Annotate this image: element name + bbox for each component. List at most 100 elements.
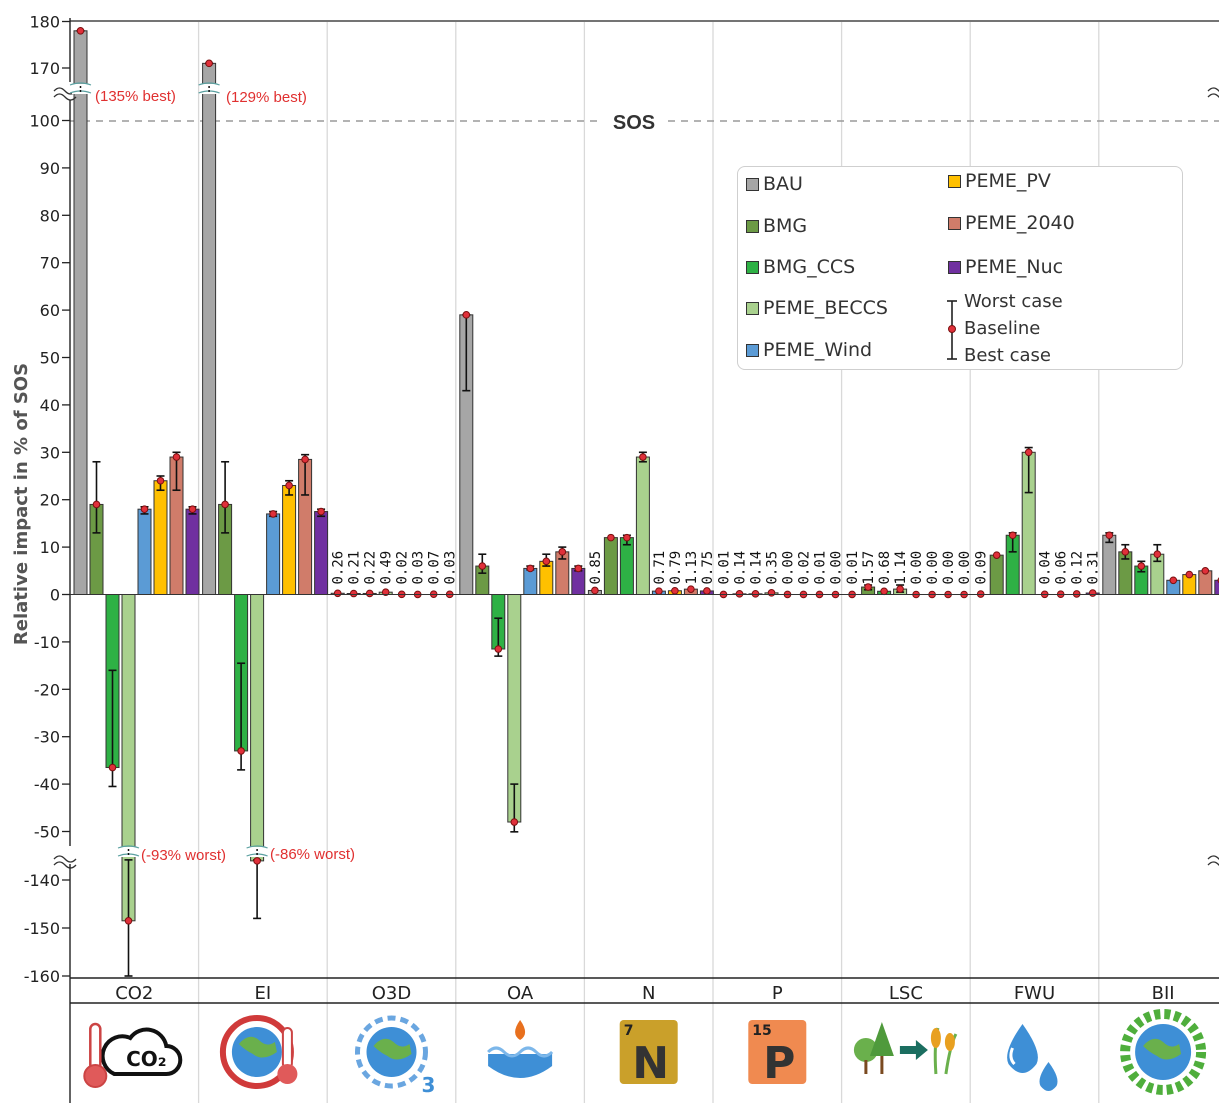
value-label: 0.06 [1054, 551, 1070, 585]
baseline-marker [607, 533, 615, 542]
legend-label: PEME_BECCS [763, 297, 888, 319]
baseline-marker [365, 589, 374, 598]
y-tick-label: -20 [34, 680, 60, 699]
y-tick-label: -160 [24, 967, 60, 986]
legend: BAU BMG BMG_CCS PEME_BECCS PEME_Wind PEME_PV P… [737, 166, 1183, 370]
baseline-marker [1024, 448, 1033, 457]
value-label: 0.09 [974, 551, 990, 585]
bar [282, 484, 297, 596]
y-tick-label: -30 [34, 728, 60, 747]
value-label: 0.21 [347, 551, 363, 585]
value-label: 0.85 [588, 551, 604, 585]
y-axis-break [53, 93, 77, 101]
value-label: 0.68 [877, 551, 893, 585]
x-tick-label: EI [255, 983, 272, 1004]
baseline-marker [188, 505, 197, 513]
value-labels: 0.26 0.21 0.22 0.49 0.02 0.03 0.07 0.03 0.85 0.71… [331, 551, 1102, 585]
legend-label: BMG [763, 215, 808, 237]
value-label: 0.07 [427, 551, 443, 585]
y-axis-break [53, 855, 77, 863]
legend-item: BAU [746, 173, 803, 195]
baseline-marker [301, 455, 309, 464]
value-label: 0.14 [749, 551, 765, 585]
baseline-marker [767, 589, 776, 597]
y-tick-label: -10 [34, 633, 60, 652]
value-label: 0.00 [909, 551, 925, 585]
bar-break [72, 84, 89, 94]
baseline-marker [1153, 550, 1162, 559]
baseline-marker [156, 476, 165, 485]
y-tick-label: 20 [40, 491, 60, 510]
value-label: 0.12 [1070, 551, 1086, 585]
baseline-marker [655, 587, 663, 595]
baseline-marker [1105, 531, 1114, 540]
bar-break [120, 847, 137, 857]
y-axis-break-right [1207, 855, 1219, 860]
value-label: 0.22 [363, 551, 379, 585]
value-label: 0.71 [652, 551, 668, 585]
forest-to-crops-icon [853, 1022, 958, 1075]
legend-errorbar-icon [947, 300, 957, 360]
baseline-marker [478, 562, 487, 570]
legend-item: PEME_PV [948, 170, 1051, 192]
baseline-marker [108, 763, 117, 772]
y-axis: 1801701009080706050403020100-10-20-30-40… [24, 13, 1219, 1103]
value-label: 0.75 [700, 551, 716, 585]
x-tick-label: P [772, 983, 783, 1004]
bar [635, 456, 650, 596]
value-label: 1.57 [861, 551, 877, 585]
value-label: 0.01 [845, 551, 861, 585]
bar [523, 567, 538, 595]
bar [571, 567, 586, 595]
bar [250, 594, 265, 862]
biodiverse-earth-icon [1120, 1009, 1207, 1095]
baseline-marker [1088, 589, 1097, 597]
legend-item: PEME_Wind [746, 339, 872, 361]
baseline-marker [349, 589, 358, 598]
bar [137, 508, 152, 595]
x-tick-label: N [642, 983, 655, 1004]
legend-swatch [746, 219, 759, 233]
value-label: 0.35 [765, 551, 781, 585]
y-tick-label: 60 [40, 301, 60, 320]
baseline-marker [880, 587, 888, 596]
legend-swatch [948, 260, 961, 274]
annotations: (135% best) (129% best) (-93% worst) (-86% … [95, 88, 355, 864]
legend-best-case: Best case [964, 345, 1051, 366]
value-label: 1.14 [893, 551, 909, 585]
y-tick-label: 80 [40, 206, 60, 225]
baseline-marker [124, 917, 133, 925]
error-bars [76, 27, 1219, 977]
value-label: 0.01 [813, 551, 829, 585]
baseline-marker [703, 587, 711, 595]
baseline-marker [896, 585, 904, 593]
baseline-marker [591, 586, 599, 595]
baseline-marker [558, 548, 567, 556]
baseline-marker [639, 453, 647, 461]
break-annotation: (-86% worst) [270, 846, 355, 863]
x-tick-label: LSC [889, 983, 923, 1004]
bar-break-line [69, 82, 92, 86]
y-tick-label: 90 [40, 159, 60, 178]
baseline-marker [623, 533, 631, 542]
bar-break-line [117, 845, 140, 849]
baseline-marker [992, 551, 1001, 559]
baseline-marker [864, 583, 872, 591]
baseline-marker [172, 453, 181, 461]
baseline-marker [542, 557, 551, 566]
value-label: 0.03 [411, 551, 427, 585]
bar [185, 508, 200, 595]
legend-swatch [948, 216, 961, 230]
baseline-marker [510, 818, 519, 826]
bar-break-line [246, 845, 268, 849]
baseline-marker [205, 59, 213, 68]
legend-item: PEME_2040 [948, 212, 1075, 234]
y-tick-label: -150 [24, 919, 60, 938]
value-label: 0.00 [781, 551, 797, 585]
baseline-marker [381, 588, 390, 596]
value-label: 0.00 [925, 551, 941, 585]
thermometer-co2-cloud-icon: CO₂ [83, 1022, 183, 1088]
y-axis-label: Relative impact in % of SOS [11, 363, 32, 645]
value-label: 0.01 [717, 551, 733, 585]
baseline-marker [687, 585, 695, 593]
